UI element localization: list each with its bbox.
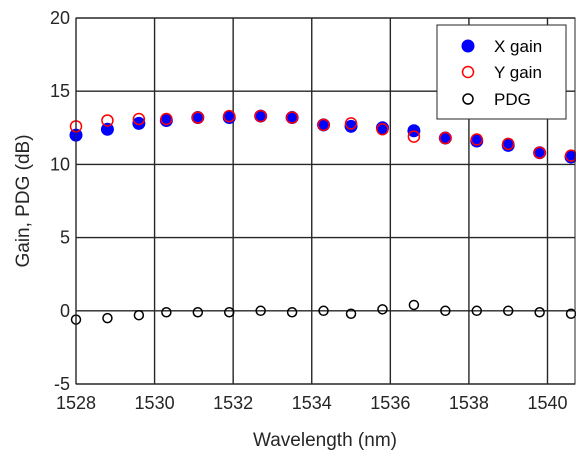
y-gain-point: [160, 112, 173, 126]
pdg-point: [161, 307, 172, 318]
y-gain-point: [285, 111, 299, 124]
pdg-point: [534, 307, 545, 318]
y-tick-label: 0: [60, 301, 70, 321]
x-tick-labels: 1528 1530 1532 1534 1536 1538 1540: [56, 393, 568, 413]
legend-marker-pdg: [462, 93, 474, 105]
x-tick-label: 1536: [370, 393, 410, 413]
y-gain-point: [376, 123, 389, 136]
x-gain-point: [344, 119, 358, 133]
legend-label-pdg: PDG: [494, 90, 531, 109]
pdg-point: [192, 307, 204, 318]
data-points: [69, 109, 576, 325]
x-gain-point: [100, 122, 114, 136]
legend-box: [436, 24, 567, 120]
pdg-point: [345, 308, 357, 319]
y-gain-point: [439, 131, 452, 145]
legend: X gain Y gain PDG: [436, 24, 567, 120]
y-gain-point: [344, 117, 358, 130]
pdg-point: [408, 299, 420, 311]
x-gain-point: [132, 116, 146, 130]
y-tick-label: 20: [50, 8, 70, 28]
legend-label-y-gain: Y gain: [494, 63, 542, 82]
y-gain-point: [564, 149, 576, 162]
pdg-point: [440, 305, 451, 317]
y-gain-point: [317, 118, 330, 132]
y-tick-label: 5: [60, 228, 70, 248]
x-tick-label: 1538: [449, 393, 489, 413]
pdg-point: [377, 304, 388, 315]
pdg-point: [471, 305, 483, 317]
y-gain-point: [533, 146, 546, 159]
pdg-point: [255, 305, 266, 317]
x-axis-label: Wavelength (nm): [253, 430, 397, 451]
x-tick-label: 1534: [292, 393, 332, 413]
y-tick-label: -5: [54, 374, 70, 394]
x-tick-label: 1528: [56, 393, 96, 413]
legend-marker-y-gain: [461, 65, 475, 79]
pdg-point: [102, 312, 113, 324]
pdg-point: [318, 305, 329, 317]
legend-label-x-gain: X gain: [494, 37, 542, 56]
y-gain-point: [101, 114, 114, 127]
x-tick-label: 1540: [527, 393, 567, 413]
x-tick-label: 1532: [213, 393, 253, 413]
y-axis-label: Gain, PDG (dB): [13, 134, 34, 267]
pdg-point: [223, 307, 235, 318]
y-gain-point: [132, 112, 146, 126]
legend-marker-x-gain: [461, 39, 475, 53]
y-gain-point: [501, 137, 515, 151]
y-tick-label: 10: [50, 154, 70, 174]
pdg-point: [502, 305, 514, 317]
pdg-point: [133, 309, 145, 321]
pdg-point: [286, 307, 298, 318]
plot-frame: [75, 17, 576, 385]
x-tick-label: 1530: [135, 393, 175, 413]
y-tick-labels: -5 0 5 10 15 20: [50, 8, 70, 394]
y-gain-point: [470, 133, 484, 146]
y-gain-point: [222, 109, 236, 123]
y-gain-point: [191, 111, 205, 124]
y-gain-point: [254, 109, 267, 123]
y-tick-label: 15: [50, 81, 70, 101]
y-gain-point: [407, 130, 421, 143]
